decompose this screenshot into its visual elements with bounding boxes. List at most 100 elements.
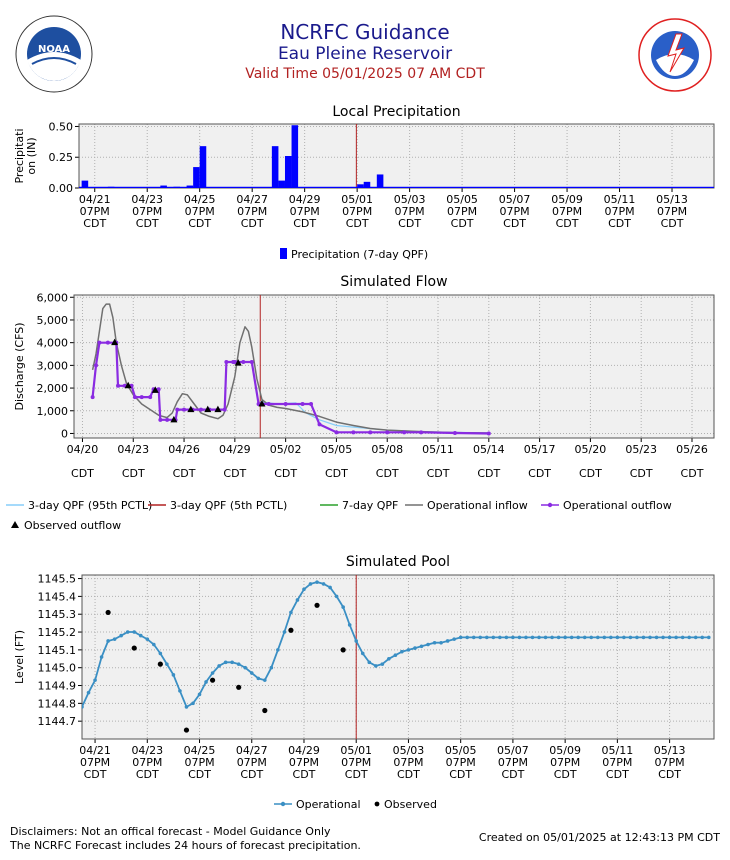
pool-operational-point <box>132 630 137 634</box>
pool-operational-point <box>609 635 613 640</box>
pool-operational-point <box>243 665 248 670</box>
page-subtitle: Eau Pleine Reservoir <box>277 44 453 64</box>
pool-operational-point <box>191 701 195 706</box>
pool-operational-point <box>563 635 567 640</box>
flow-xtick-label: 05/23 CDT <box>625 443 657 480</box>
flow-outflow-point <box>105 340 110 345</box>
flow-xtick-label: 05/17 CDT <box>524 443 556 480</box>
pool-operational-point <box>700 635 705 640</box>
flow-outflow-point <box>156 387 161 392</box>
flow-outflow-point <box>334 430 339 435</box>
pool-operational-point <box>138 633 143 638</box>
precip-legend-marker <box>280 248 287 259</box>
pool-operational-point <box>210 671 215 675</box>
flow-title: Simulated Flow <box>340 274 447 290</box>
pool-operational-point <box>693 635 698 640</box>
flow-outflow-point <box>317 422 322 427</box>
pool-operational-point <box>269 665 274 670</box>
flow-observed-point <box>170 415 178 423</box>
pool-ytick-label: 1145.0 <box>38 662 77 675</box>
pool-xtick-label: 05/03 07PM CDT <box>393 744 425 781</box>
pool-ytick-label: 1145.1 <box>38 644 77 657</box>
pool-xtick-label: 04/23 07PM CDT <box>131 744 163 781</box>
flow-ytick-label: 5,000 <box>37 314 69 327</box>
pool-operational-point <box>321 582 326 586</box>
pool-operational-point <box>654 635 659 640</box>
pool-operational-point <box>347 623 352 627</box>
flow-outflow-point <box>241 359 246 364</box>
pool-ytick-label: 1145.3 <box>38 608 77 621</box>
pool-operational-point <box>145 637 150 641</box>
valid-time: Valid Time 05/01/2025 07 AM CDT <box>245 66 485 82</box>
pool-operational-point <box>374 664 378 668</box>
flow-outflow-point <box>402 430 407 435</box>
flow-observed-point <box>124 381 132 389</box>
flow-chart: 0 1,000 2,000 3,000 4,000 5,000 6,000 04/20 CDT… <box>6 274 715 532</box>
pool-operational-point <box>289 610 293 615</box>
precip-xtick-label: 04/27 07PM CDT <box>236 193 268 230</box>
precip-xtick-label: 04/21 07PM CDT <box>79 193 111 230</box>
pool-operational-point <box>471 635 476 640</box>
pool-operational-point <box>556 635 561 640</box>
precip-xtick-label: 05/11 07PM CDT <box>604 193 636 230</box>
precip-xtick-label: 05/07 07PM CDT <box>499 193 531 230</box>
precip-bar <box>363 181 371 188</box>
pool-operational-point <box>524 635 528 640</box>
pool-observed-point <box>340 647 346 653</box>
flow-outflow-point <box>175 407 180 412</box>
pool-operational-point <box>406 648 411 652</box>
flow-observed-point <box>187 405 195 413</box>
pool-observed-legend-label: Observed <box>384 798 437 811</box>
flow-outflow-point <box>94 363 99 368</box>
flow-outflow-legend-marker-dot <box>547 502 553 508</box>
pool-plot-area <box>82 575 714 739</box>
pool-operational-point <box>197 692 202 697</box>
pool-operational-point <box>315 580 319 584</box>
pool-xtick-label: 04/29 07PM CDT <box>288 744 320 781</box>
pool-operational-point <box>550 635 554 640</box>
pool-xtick-label: 05/09 07PM CDT <box>549 744 581 781</box>
pool-operational-point <box>158 651 163 656</box>
flow-plot-area <box>74 295 714 438</box>
pool-ytick-label: 1145.4 <box>38 590 77 603</box>
pool-operational-legend-marker-dot <box>280 801 286 807</box>
pool-observed-point <box>131 645 137 651</box>
precip-plot-area <box>79 124 714 188</box>
pool-observed-legend-marker <box>374 801 380 807</box>
flow-observed-point <box>258 399 266 407</box>
pool-xtick-label: 05/13 07PM CDT <box>654 744 686 781</box>
pool-operational-point <box>465 635 470 640</box>
flow-xtick-label: 04/29 CDT <box>219 443 251 480</box>
flow-pct95-legend-label: 3-day QPF (95th PCTL) <box>28 499 152 512</box>
precip-ytick-label: 0.00 <box>49 182 74 195</box>
precipitation-chart: 0.00 0.25 0.50 04/21 07PM CDT 04/23 07PM CDT 04/2… <box>13 104 715 261</box>
flow-observed-point <box>151 386 159 393</box>
precip-title: Local Precipitation <box>332 104 460 120</box>
flow-outflow-point <box>351 430 356 435</box>
flow-outflow-point <box>452 431 457 436</box>
flow-outflow-point <box>283 401 288 406</box>
pool-operational-point <box>328 585 332 590</box>
flow-inflow-legend-label: Operational inflow <box>427 499 528 512</box>
pool-operational-point <box>276 648 280 652</box>
pool-operational-point <box>360 651 365 656</box>
flow-outflow-point <box>165 417 170 422</box>
pool-operational-point <box>458 635 463 640</box>
pool-operational-point <box>112 637 117 641</box>
flow-qpf7-legend-label: 7-day QPF <box>342 499 398 512</box>
pool-operational-point <box>380 662 385 666</box>
pool-operational-point <box>178 689 182 693</box>
precip-bar <box>271 146 279 188</box>
pool-xtick-label: 04/25 07PM CDT <box>184 744 216 781</box>
pool-operational-point <box>602 635 607 640</box>
flow-observed-legend-marker <box>11 521 19 528</box>
precip-ylabel: Precipitation (IN) <box>13 128 38 183</box>
flow-outflow-point <box>198 407 203 412</box>
pool-operational-point <box>93 678 97 682</box>
precip-ytick-label: 0.50 <box>49 120 74 133</box>
pool-operational-point <box>334 594 339 599</box>
flow-xtick-label: 05/14 CDT <box>473 443 505 480</box>
precip-bar <box>376 174 384 188</box>
pool-operational-point <box>615 635 620 640</box>
precip-bar <box>291 125 299 188</box>
